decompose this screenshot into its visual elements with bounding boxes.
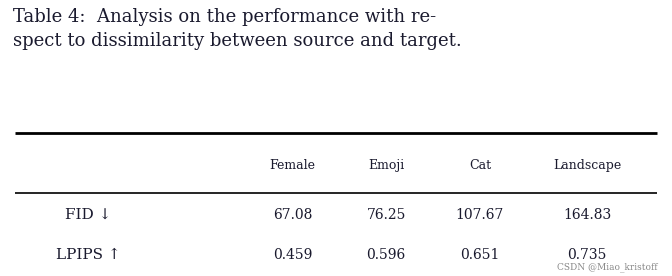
Text: 67.08: 67.08 xyxy=(273,208,312,222)
Text: Female: Female xyxy=(269,159,315,172)
Text: LPIPS ↑: LPIPS ↑ xyxy=(56,248,121,262)
Text: 76.25: 76.25 xyxy=(366,208,406,222)
Text: Table 4:  Analysis on the performance with re-
spect to dissimilarity between so: Table 4: Analysis on the performance wit… xyxy=(13,8,462,50)
Text: 0.596: 0.596 xyxy=(366,248,406,262)
Text: 0.735: 0.735 xyxy=(567,248,607,262)
Text: 164.83: 164.83 xyxy=(563,208,611,222)
Text: 107.67: 107.67 xyxy=(456,208,504,222)
Text: CSDN @Miao_kristoff: CSDN @Miao_kristoff xyxy=(556,262,657,272)
Text: FID ↓: FID ↓ xyxy=(65,208,112,222)
Text: Landscape: Landscape xyxy=(553,159,621,172)
Text: 0.459: 0.459 xyxy=(273,248,312,262)
Text: Emoji: Emoji xyxy=(368,159,405,172)
Text: Cat: Cat xyxy=(469,159,491,172)
Text: 0.651: 0.651 xyxy=(460,248,499,262)
